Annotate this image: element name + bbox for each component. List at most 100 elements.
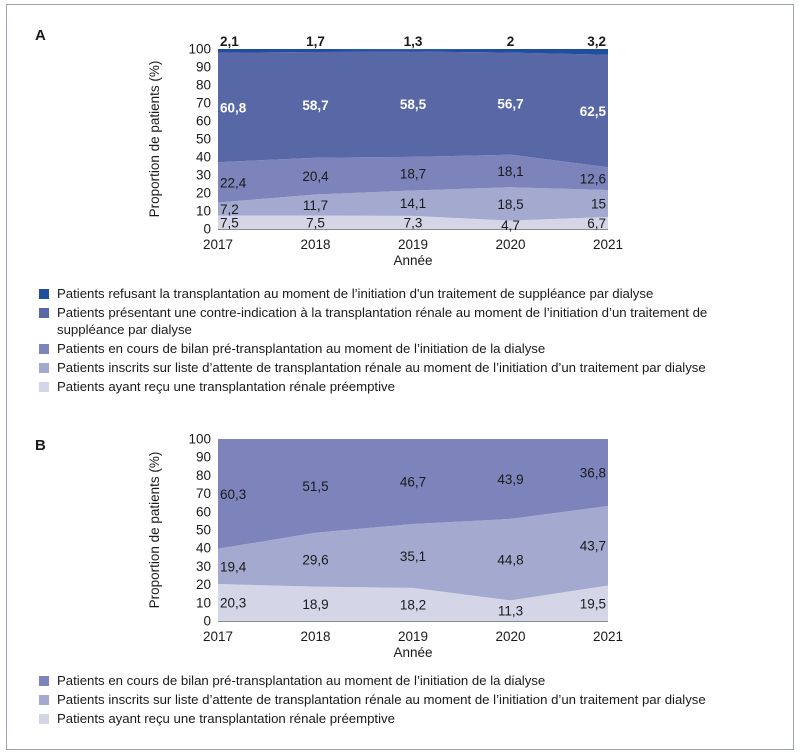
panel-letter-a: A [35,27,46,44]
x-tick-label: 2017 [203,629,233,644]
y-tick-label: 20 [196,577,211,592]
y-tick-label: 20 [196,186,211,201]
data-label: 1,7 [306,34,325,49]
y-tick-label: 60 [196,114,211,129]
data-label: 11,3 [498,604,523,619]
data-label: 4,7 [501,218,520,233]
data-label: 14,1 [400,196,426,211]
y-tick-label: 30 [196,559,211,574]
data-label: 19,5 [580,596,606,611]
data-label: 12,6 [580,172,606,187]
x-tick-label: 2019 [398,629,428,644]
data-label: 20,3 [220,596,246,611]
y-tick-label: 90 [196,450,211,465]
data-label: 7,2 [220,202,239,217]
legend-swatch [39,382,49,392]
legend-label: Patients ayant reçu une transplantation … [57,711,395,726]
y-tick-label: 70 [196,486,211,501]
data-label: 7,5 [220,215,239,230]
data-label: 51,5 [302,479,328,494]
data-labels: 7,5 7,5 7,3 4,7 6,7 7,2 11,7 14,1 18,5 15 22,4 20,4… [220,34,606,233]
legend-item: Patients refusant la transplantation au … [39,285,772,302]
area-series-4 [218,51,608,168]
data-label: 18,5 [497,197,523,212]
legend-b: Patients en cours de bilan pré-transplan… [39,672,772,729]
legend-label: Patients présentant une contre-indicatio… [57,305,708,337]
x-axis-title: Année [393,645,432,660]
y-tick-label: 10 [196,595,211,610]
y-tick-label: 100 [188,42,211,57]
legend-item: Patients en cours de bilan pré-transplan… [39,340,772,357]
data-label: 18,1 [497,164,523,179]
legend-swatch [39,344,49,354]
legend-swatch [39,308,49,318]
data-label: 1,3 [404,34,423,49]
data-label: 60,8 [220,101,247,116]
data-label: 29,6 [302,553,328,568]
y-axis-title: Proportion de patients (%) [147,452,162,609]
x-tick-label: 2018 [300,629,330,644]
x-tick-label: 2019 [398,237,428,252]
y-tick-label: 100 [188,432,211,447]
legend-item: Patients ayant reçu une transplantation … [39,710,772,727]
data-label: 35,1 [400,549,426,564]
y-tick-label: 0 [203,614,211,629]
x-tick-label: 2020 [495,237,525,252]
data-labels: 20,3 18,9 18,2 11,3 19,5 19,4 29,6 35,1 44,8 43,7… [220,465,606,618]
data-label: 6,7 [587,216,606,231]
data-label: 46,7 [400,474,426,489]
legend-item: Patients inscrits sur liste d’attente de… [39,691,772,708]
data-label: 60,3 [220,487,246,502]
legend-swatch [39,363,49,373]
data-label: 3,2 [587,34,606,49]
area-series-1 [218,215,608,229]
data-label: 58,7 [302,98,328,113]
panel-a: A 0 10 20 30 40 50 60 70 80 90 100 2017 2018 2019 2020… [7,5,795,405]
data-label: 56,7 [497,97,523,112]
area-series-2 [218,187,608,221]
data-label: 7,3 [404,215,423,230]
area-series-3 [218,154,608,203]
data-label: 44,8 [497,553,523,568]
data-label: 11,7 [303,198,328,213]
y-axis: 0 10 20 30 40 50 60 70 80 90 100 [188,42,211,237]
data-label: 20,4 [302,169,329,184]
data-label: 43,7 [580,539,606,554]
legend-a: Patients refusant la transplantation au … [39,285,772,397]
legend-swatch [39,695,49,705]
data-label: 58,5 [400,97,427,112]
legend-label: Patients en cours de bilan pré-transplan… [57,673,546,688]
area-layers [218,439,608,621]
data-label: 18,7 [400,167,426,182]
x-tick-label: 2021 [593,629,623,644]
y-tick-label: 50 [196,523,211,538]
x-tick-label: 2017 [203,237,233,252]
legend-swatch [39,714,49,724]
y-tick-label: 90 [196,60,211,75]
legend-item: Patients inscrits sur liste d’attente de… [39,359,772,376]
legend-label: Patients inscrits sur liste d’attente de… [57,692,706,707]
x-tick-label: 2020 [495,629,525,644]
legend-label: Patients refusant la transplantation au … [57,286,654,301]
area-layers [218,49,608,229]
data-label: 18,2 [400,597,426,612]
y-tick-label: 50 [196,132,211,147]
y-tick-label: 80 [196,468,211,483]
data-label: 2,1 [220,34,239,49]
y-tick-label: 0 [203,222,211,237]
y-tick-label: 30 [196,168,211,183]
area-series-3 [218,439,608,549]
y-tick-label: 40 [196,541,211,556]
legend-item: Patients ayant reçu une transplantation … [39,378,772,395]
y-tick-label: 70 [196,96,211,111]
panel-letter-b: B [35,437,46,454]
data-label: 62,5 [580,104,607,119]
area-series-1 [218,584,608,621]
y-tick-label: 10 [196,204,211,219]
x-axis-title: Année [393,253,432,268]
data-label: 19,4 [220,559,247,574]
area-series-2 [218,505,608,601]
y-axis-title: Proportion de patients (%) [147,61,162,218]
